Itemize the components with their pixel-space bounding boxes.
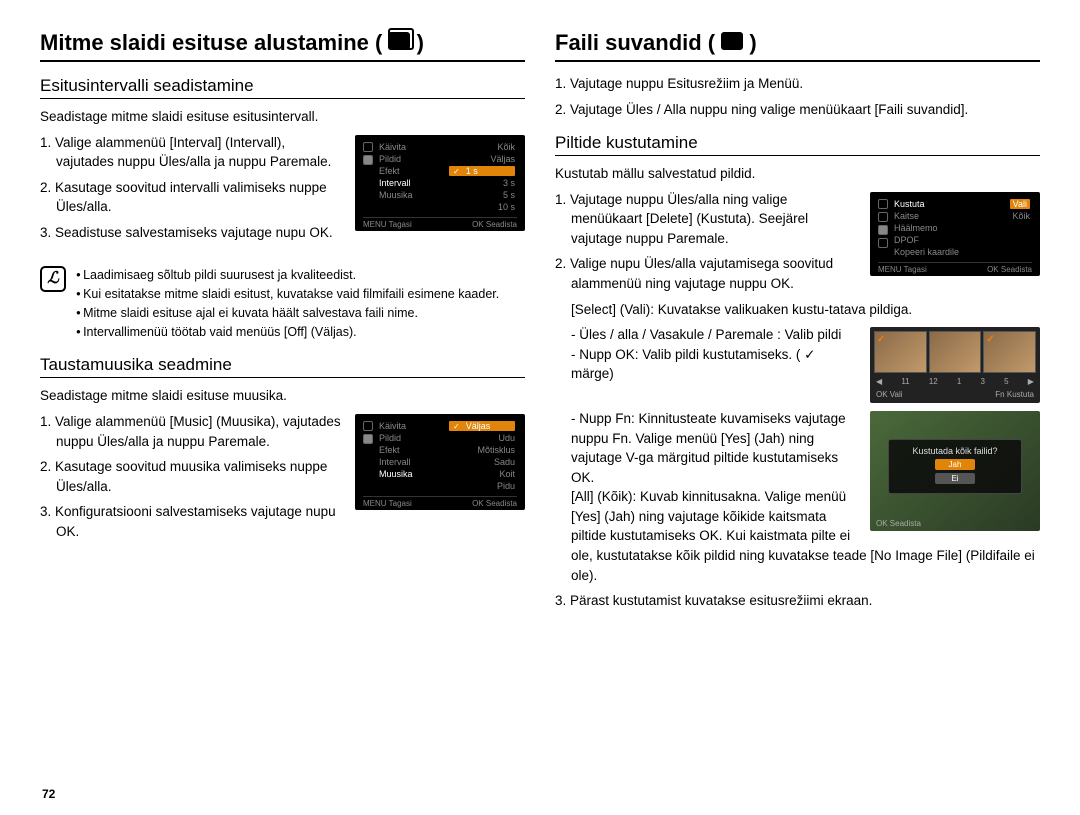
left-title-row: Mitme slaidi esituse alustamine ( ): [40, 30, 525, 62]
note-item: Laadimisaeg sõltub pildi suurusest ja kv…: [76, 266, 499, 285]
dialog-no: Ei: [935, 473, 975, 484]
file-intro-steps: 1. Vajutage nuppu Esitusrežiim ja Menüü.…: [555, 74, 1040, 119]
list-item: 3. Pärast kustutamist kuvatakse esitusre…: [555, 591, 1040, 611]
interval-screenshot: Käivita Pildid Efekt Intervall Muusika K…: [355, 135, 525, 231]
left-column: Mitme slaidi esituse alustamine ( ) Esit…: [40, 30, 525, 617]
right-title-row: Faili suvandid ( ): [555, 30, 1040, 62]
list-item: 2. Vajutage Üles / Alla nuppu ning valig…: [555, 100, 1040, 120]
confirm-screenshot: Kustutada kõik failid? Jah Ei OK Seadist…: [870, 411, 1040, 531]
dialog-question: Kustutada kõik failid?: [895, 446, 1015, 456]
slideshow-icon: [388, 32, 410, 50]
note-item: Kui esitatakse mitme slaidi esitust, kuv…: [76, 285, 499, 304]
delete-step3: 3. Pärast kustutamist kuvatakse esitusre…: [555, 591, 1040, 611]
dialog-yes: Jah: [935, 459, 975, 470]
delete-intro: Kustutab mällu salvestatud pildid.: [555, 164, 1040, 184]
note-item: Mitme slaidi esituse ajal ei kuvata hääl…: [76, 304, 499, 323]
list-item: 1. Vajutage nuppu Esitusrežiim ja Menüü.: [555, 74, 1040, 94]
delete-menu-screenshot: Kustuta Kaitse Häälmemo DPOF Kopeeri kaa…: [870, 192, 1040, 276]
note-box: ℒ Laadimisaeg sõltub pildi suurusest ja …: [40, 266, 525, 341]
music-screenshot: Käivita Pildid Efekt Intervall Muusika V…: [355, 414, 525, 510]
note-icon: ℒ: [40, 266, 66, 292]
music-heading: Taustamuusika seadmine: [40, 355, 525, 378]
page-number: 72: [42, 787, 55, 801]
delete-heading: Piltide kustutamine: [555, 133, 1040, 156]
interval-intro: Seadistage mitme slaidi esituse esitusin…: [40, 107, 525, 127]
select-text: [Select] (Vali): Kuvatakse valikuaken ku…: [555, 300, 1040, 320]
right-title: Faili suvandid ( ): [555, 30, 757, 56]
thumb-screenshot: ✓ ✓ ◀1112135▶ OK ValiFn Kustuta: [870, 327, 1040, 403]
interval-heading: Esitusintervalli seadistamine: [40, 76, 525, 99]
note-item: Intervallimenüü töötab vaid menüüs [Off]…: [76, 323, 499, 342]
music-intro: Seadistage mitme slaidi esituse muusika.: [40, 386, 525, 406]
file-options-icon: [721, 32, 743, 50]
right-column: Faili suvandid ( ) 1. Vajutage nuppu Esi…: [555, 30, 1040, 617]
left-title: Mitme slaidi esituse alustamine ( ): [40, 30, 424, 56]
